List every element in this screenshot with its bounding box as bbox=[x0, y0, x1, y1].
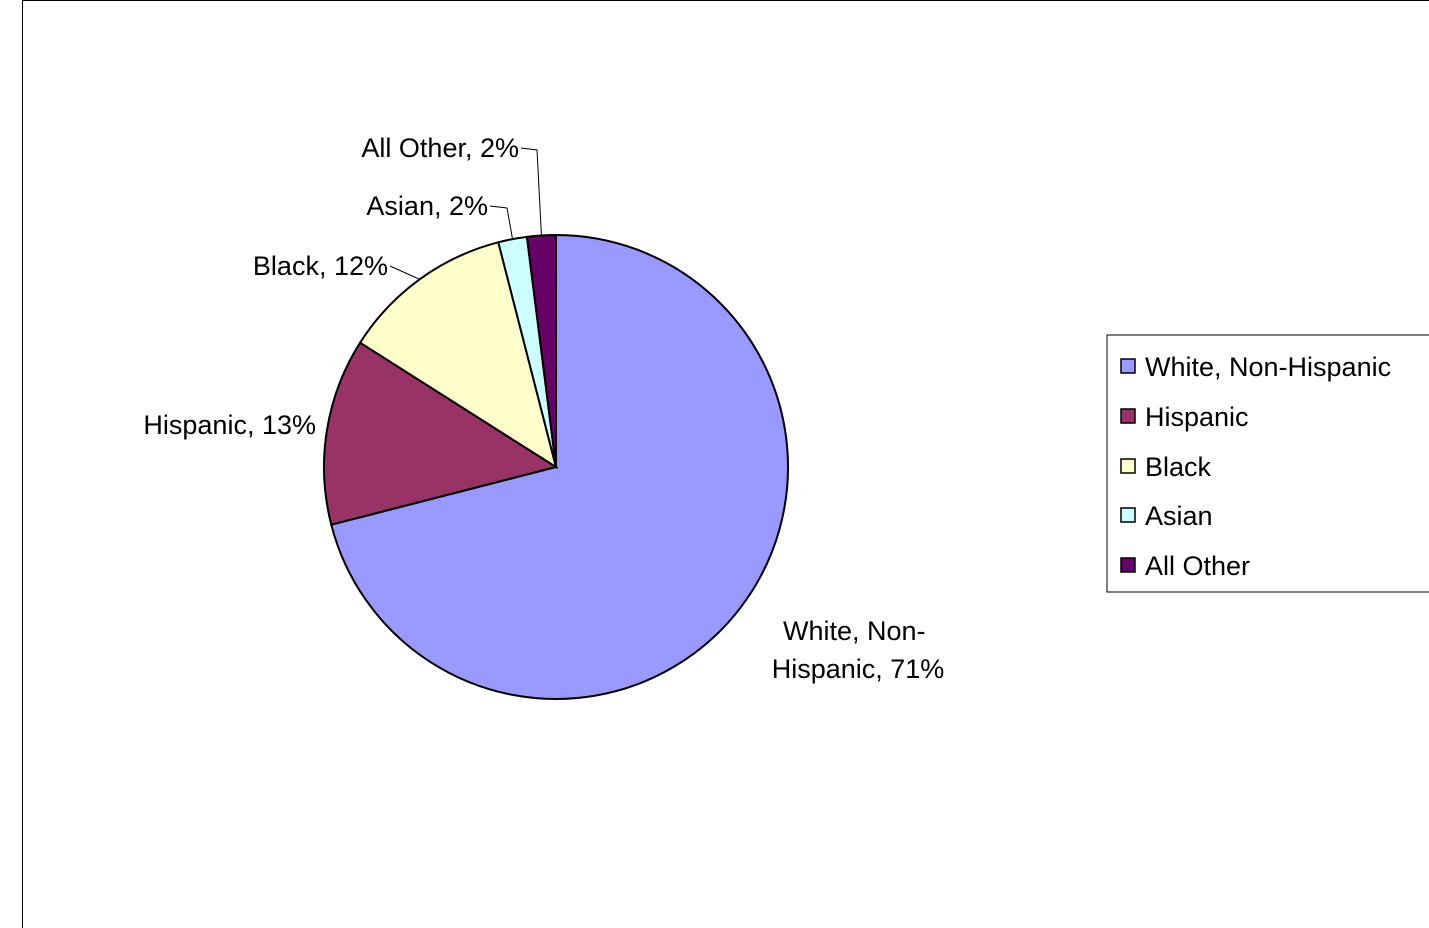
legend-label: Hispanic bbox=[1145, 402, 1249, 432]
data-labels: White, Non- Hispanic, 71% Hispanic, 13% … bbox=[143, 133, 944, 684]
data-label-black: Black, 12% bbox=[253, 251, 388, 281]
slice-white-non-hispanic bbox=[330, 233, 789, 700]
legend-swatch bbox=[1120, 458, 1136, 474]
data-label-all-other: All Other, 2% bbox=[361, 133, 519, 163]
legend-swatch bbox=[1120, 358, 1136, 374]
slice-black bbox=[358, 241, 558, 470]
legend-item-all-other: All Other bbox=[1120, 551, 1250, 581]
legend-item-asian: Asian bbox=[1120, 501, 1213, 531]
legend-item-white-non-hispanic: White, Non-Hispanic bbox=[1120, 352, 1391, 382]
legend-swatch bbox=[1120, 408, 1136, 424]
leader-line-black bbox=[389, 265, 420, 280]
legend-item-hispanic: Hispanic bbox=[1120, 402, 1249, 432]
legend-label: Asian bbox=[1145, 501, 1213, 531]
legend-label: White, Non-Hispanic bbox=[1145, 352, 1391, 382]
data-label-asian: Asian, 2% bbox=[366, 191, 488, 221]
legend-label: All Other bbox=[1145, 551, 1250, 581]
legend: White, Non-Hispanic Hispanic Black Asian… bbox=[1106, 334, 1429, 593]
pie-slices bbox=[323, 233, 789, 700]
leader-line-all-other bbox=[520, 147, 542, 236]
legend-box bbox=[1106, 334, 1429, 593]
data-label-hispanic: Hispanic, 13% bbox=[143, 410, 316, 440]
leader-lines bbox=[389, 147, 542, 280]
leader-line-asian bbox=[489, 205, 514, 240]
legend-swatch bbox=[1120, 507, 1136, 523]
data-label-white-non-hispanic: White, Non- Hispanic, 71% bbox=[772, 616, 945, 684]
legend-label: Black bbox=[1145, 452, 1212, 482]
legend-swatch bbox=[1120, 557, 1136, 573]
slice-hispanic bbox=[323, 341, 559, 526]
legend-item-black: Black bbox=[1120, 452, 1212, 482]
